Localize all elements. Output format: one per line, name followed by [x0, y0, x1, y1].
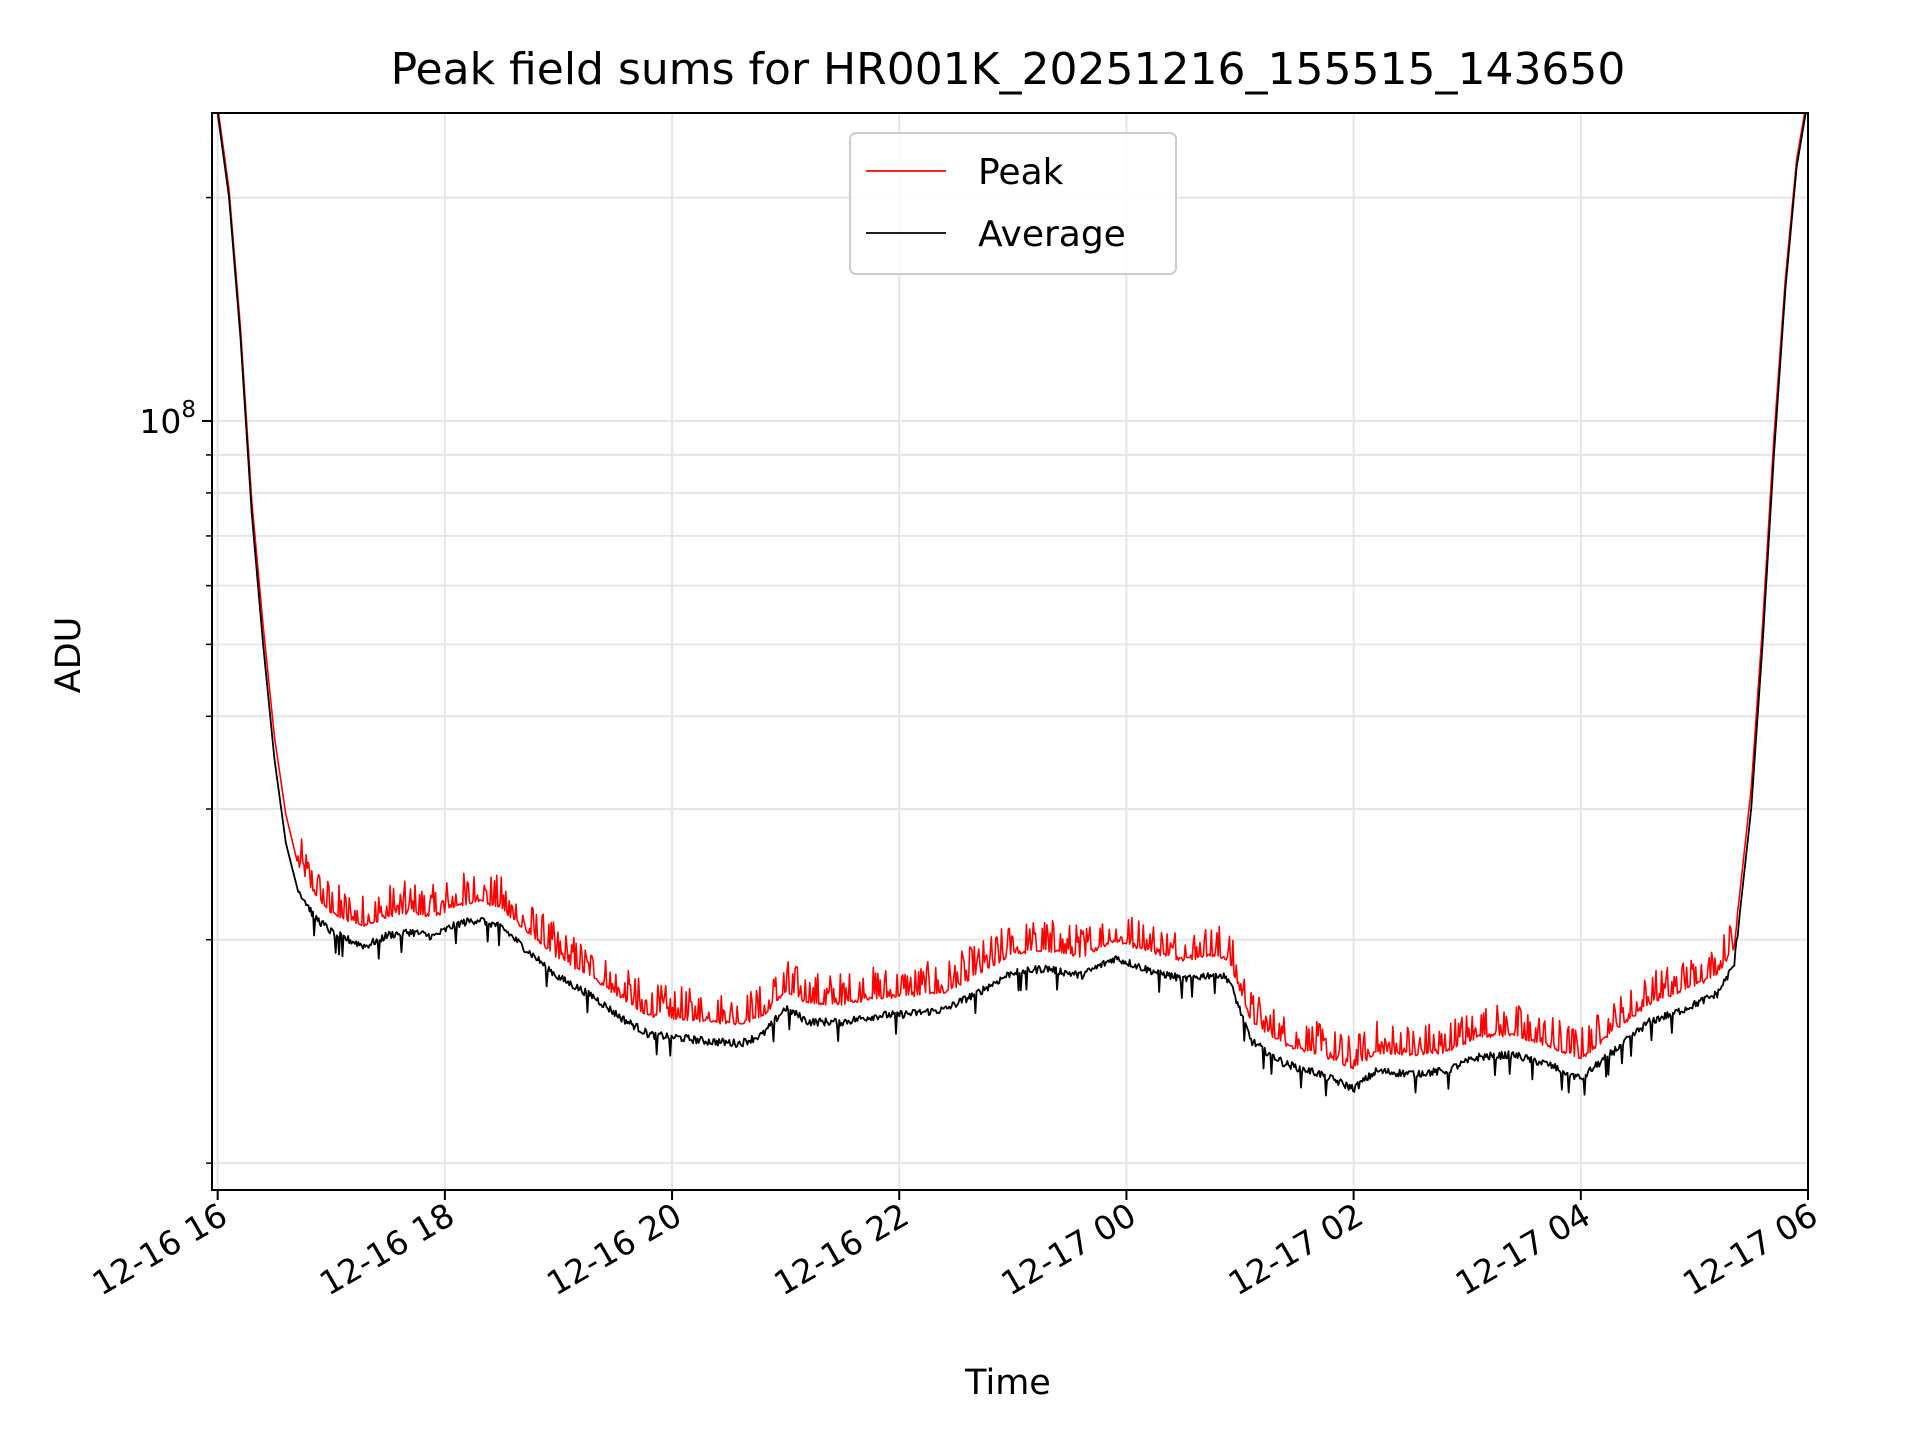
chart-title: Peak field sums for HR001K_20251216_1555… [391, 44, 1626, 95]
y-tick-label: 108 [139, 397, 196, 441]
legend: Peak Average [849, 132, 1177, 275]
plot-frame [211, 112, 1809, 1191]
legend-label-peak: Peak [978, 152, 1064, 193]
series-layer [216, 113, 1807, 1097]
y-tick-base: 10 [139, 402, 181, 441]
y-tick-exponent: 8 [181, 397, 196, 423]
legend-box [849, 132, 1177, 275]
series-line-average [216, 113, 1807, 1097]
series-line-peak [217, 113, 1806, 1070]
legend-label-average: Average [978, 214, 1126, 255]
y-axis-label: ADU [49, 617, 89, 694]
x-axis-label: Time [964, 1363, 1051, 1403]
